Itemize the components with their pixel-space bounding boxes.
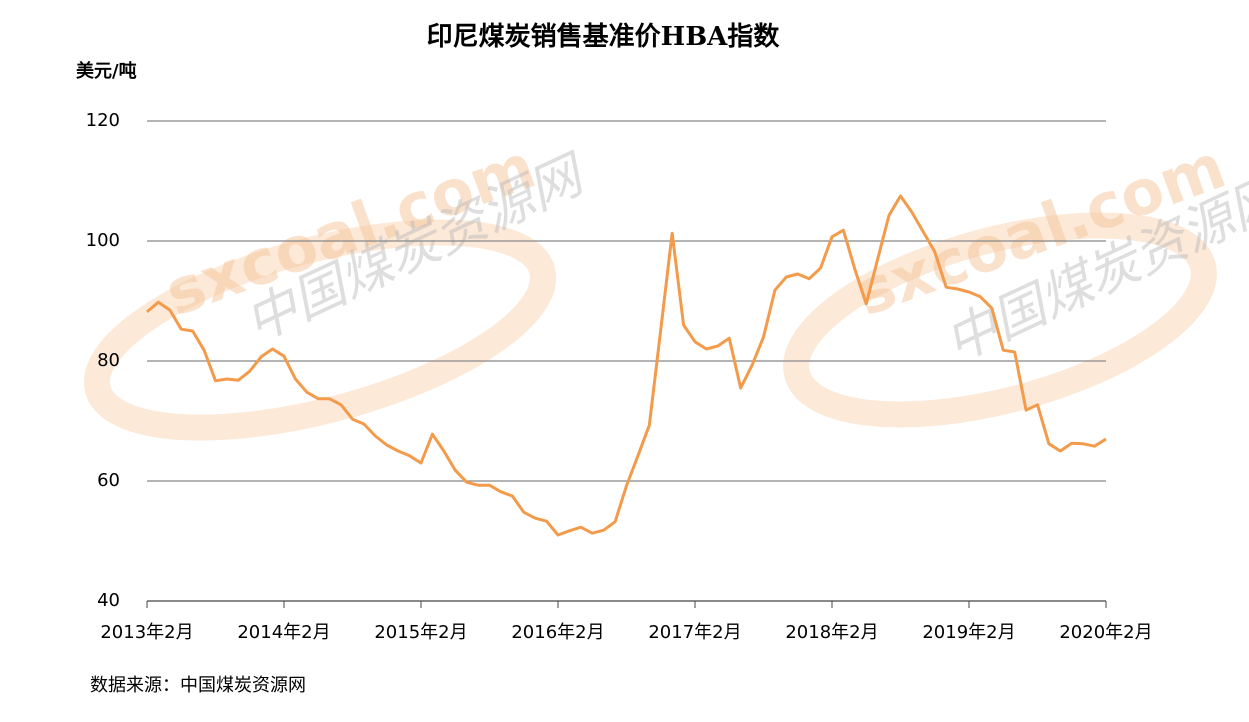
y-tick-label: 40 <box>97 590 120 611</box>
x-tick-label: 2018年2月 <box>785 622 878 643</box>
y-tick-label: 100 <box>86 230 120 251</box>
x-tick-label: 2013年2月 <box>100 622 193 643</box>
x-tick-label: 2016年2月 <box>511 622 604 643</box>
x-tick-label: 2014年2月 <box>237 622 330 643</box>
y-axis-label: 美元/吨 <box>76 60 137 82</box>
y-tick-label: 60 <box>97 470 120 491</box>
x-tick-label: 2015年2月 <box>374 622 467 643</box>
x-tick-label: 2020年2月 <box>1059 622 1152 643</box>
y-tick-label: 80 <box>97 350 120 371</box>
source-note: 数据来源：中国煤炭资源网 <box>90 675 306 696</box>
data-line <box>146 194 1107 537</box>
x-tick-label: 2017年2月 <box>648 622 741 643</box>
y-tick-label: 120 <box>86 110 120 131</box>
watermark-ellipse <box>83 219 557 441</box>
x-tick-label: 2019年2月 <box>922 622 1015 643</box>
watermark-ellipse <box>783 212 1217 428</box>
chart-title: 印尼煤炭销售基准价HBA指数 <box>427 21 781 52</box>
